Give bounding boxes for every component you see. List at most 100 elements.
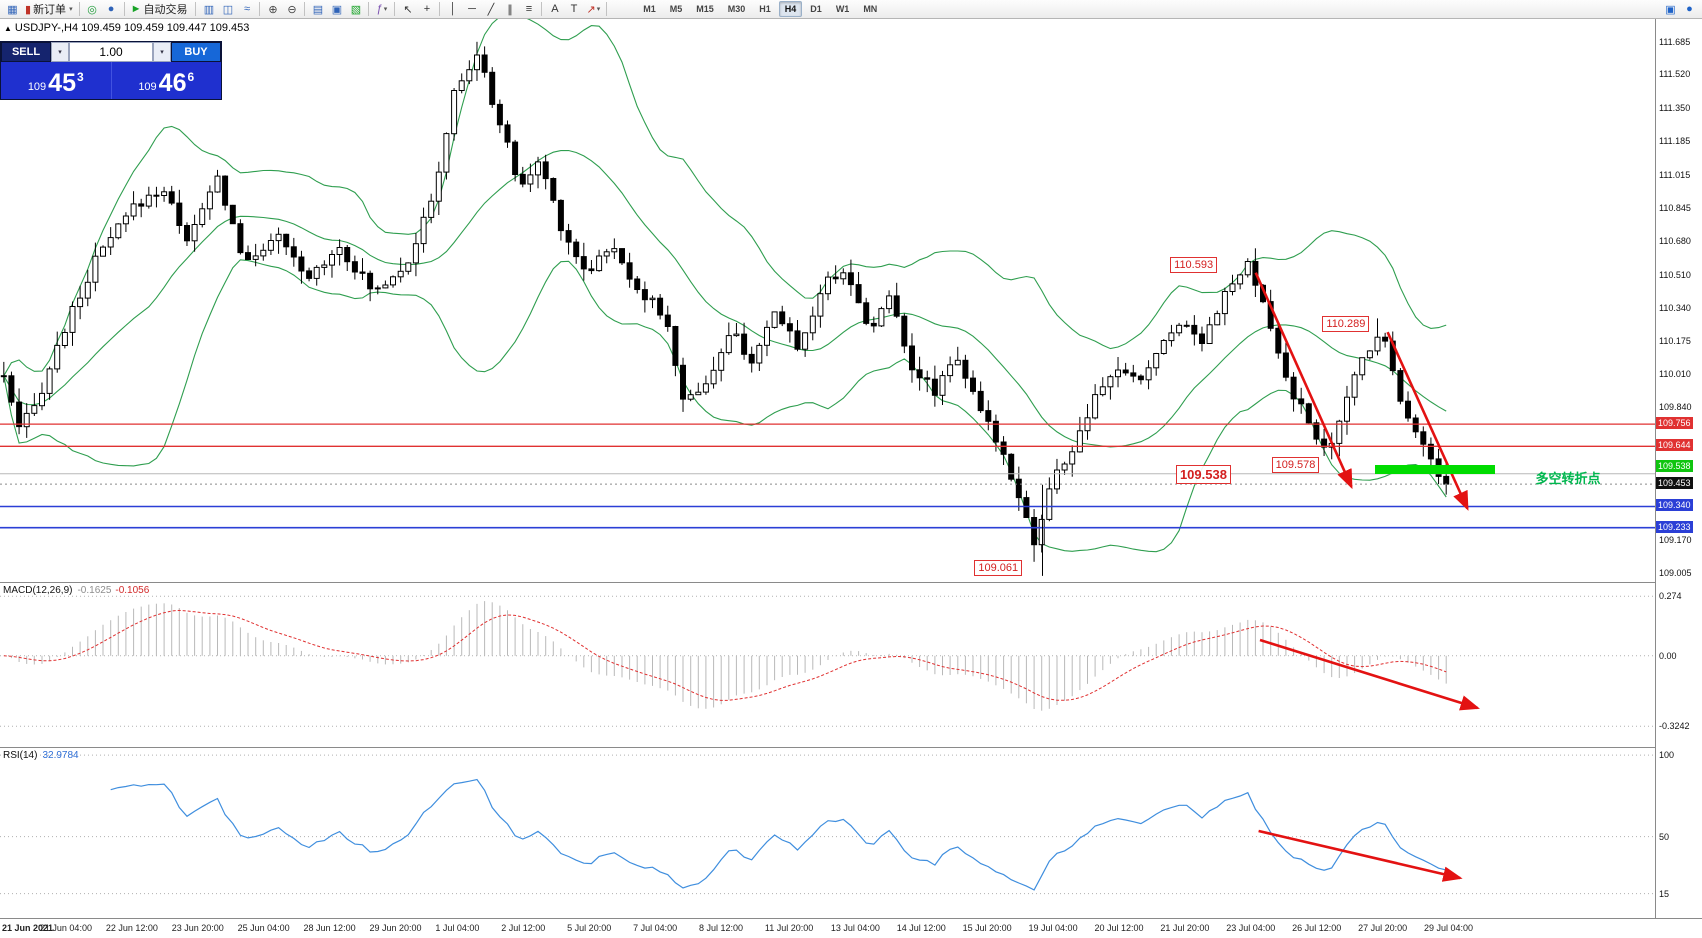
- buy-button[interactable]: BUY: [171, 42, 221, 62]
- time-tick: 23 Jun 20:00: [171, 923, 224, 933]
- text-icon[interactable]: A: [551, 3, 559, 15]
- docking-icon[interactable]: ▣: [1665, 3, 1676, 16]
- macd-label: MACD(12,26,9) -0.1625 -0.1056: [3, 585, 149, 596]
- buy-price-button[interactable]: 109 46 6: [110, 62, 222, 99]
- toolbar-separator: [304, 2, 306, 16]
- one-click-toggle-icon[interactable]: ▲: [4, 24, 12, 33]
- horizontal-line-icon[interactable]: ─: [468, 3, 476, 15]
- candlestick-chart-icon[interactable]: ◫: [222, 3, 234, 16]
- price-line-label: 109.340: [1656, 499, 1693, 512]
- quotes-icon[interactable]: ◎: [87, 3, 97, 16]
- volume-dropdown-icon[interactable]: ▾: [153, 42, 171, 62]
- toolbar: ▦ ▮ 新订单 ▾ ◎ ● ► 自动交易 ▥ ◫ ≈ ⊕ ⊖ ▤ ▣ ▧ ƒ ▾ ↖ + │ ─ ╱ ∥ ≡ A T ↗ ▾ M1 M5 M1…: [0, 0, 1702, 19]
- macd-signal-line: [3, 609, 1447, 701]
- cursor-icon[interactable]: ↖: [403, 3, 413, 16]
- auto-trading-button[interactable]: ► 自动交易: [130, 3, 188, 16]
- timeframe-h1[interactable]: H1: [759, 4, 771, 14]
- toolbar-separator: [195, 2, 197, 16]
- vertical-line-icon[interactable]: │: [449, 3, 457, 15]
- cascade-windows-icon[interactable]: ▣: [331, 3, 343, 16]
- turning-point-highlight[interactable]: [1374, 464, 1495, 474]
- price-annotation[interactable]: 109.578: [1271, 456, 1320, 473]
- time-tick: 27 Jul 20:00: [1358, 923, 1408, 933]
- main-price-chart[interactable]: [0, 19, 1655, 582]
- panel-separator[interactable]: [0, 582, 1702, 583]
- price-tick: 111.185: [1659, 135, 1691, 146]
- price-tick: 109.170: [1659, 535, 1692, 546]
- price-tick: 111.685: [1659, 36, 1691, 47]
- macd-panel[interactable]: [0, 582, 1655, 747]
- fibonacci-icon[interactable]: ≡: [525, 3, 533, 15]
- toolbar-separator: [123, 2, 125, 16]
- price-tick: 111.520: [1659, 69, 1691, 80]
- time-tick: 21 Jun 04:00: [39, 923, 92, 933]
- ohlc-values: 109.459 109.459 109.447 109.453: [81, 22, 250, 34]
- sell-price-button[interactable]: 109 45 3: [1, 62, 111, 99]
- price-line-label: 109.453: [1656, 477, 1693, 490]
- buy-price-pip: 6: [187, 70, 195, 84]
- new-chart-icon[interactable]: ▦: [7, 3, 18, 16]
- indicators-icon[interactable]: ƒ ▾: [376, 3, 388, 15]
- symbol-title: USDJPY-,H4: [14, 22, 79, 34]
- depth-of-market-icon[interactable]: ●: [107, 3, 115, 15]
- macd-signal-value: -0.1056: [115, 585, 150, 596]
- time-tick: 29 Jul 04:00: [1424, 923, 1474, 933]
- macd-value: -0.1625: [77, 585, 112, 596]
- bollinger-bands: [3, 19, 1447, 553]
- price-annotation[interactable]: 110.289: [1322, 316, 1370, 333]
- rsi-panel[interactable]: [0, 747, 1655, 918]
- macd-name: MACD(12,26,9): [3, 585, 73, 596]
- toolbar-separator: [394, 2, 396, 16]
- panel-separator[interactable]: [0, 747, 1702, 748]
- timeframe-m15[interactable]: M15: [696, 4, 714, 14]
- time-tick: 7 Jul 04:00: [633, 923, 678, 933]
- arrow-tools-icon[interactable]: ↗ ▾: [586, 3, 601, 16]
- rsi-label: RSI(14) 32.9784: [3, 750, 79, 761]
- time-axis[interactable]: 21 Jun 2021 21 Jun 04:00 22 Jun 12:00 23 Ju…: [0, 918, 1702, 938]
- price-line-label: 109.538: [1656, 460, 1693, 473]
- bar-chart-icon[interactable]: ▥: [203, 3, 215, 16]
- label-icon[interactable]: T: [570, 3, 578, 15]
- timeframe-m30[interactable]: M30: [727, 4, 746, 14]
- line-chart-icon[interactable]: ≈: [243, 3, 250, 15]
- order-type-dropdown-icon[interactable]: ▾: [51, 42, 69, 62]
- timeframe-m5[interactable]: M5: [669, 4, 683, 14]
- horizontal-levels[interactable]: [0, 423, 1655, 529]
- candles: [0, 41, 1450, 562]
- time-tick: 29 Jun 20:00: [369, 923, 422, 933]
- timeframe-w1[interactable]: W1: [835, 4, 850, 14]
- time-tick: 8 Jul 12:00: [699, 923, 744, 933]
- crosshair-icon[interactable]: +: [423, 3, 431, 15]
- macd-axis-tick: -0.3242: [1659, 721, 1690, 732]
- time-tick: 13 Jul 04:00: [830, 923, 880, 933]
- timeframe-m1[interactable]: M1: [643, 4, 656, 14]
- rsi-line: [110, 778, 1447, 891]
- price-annotation[interactable]: 110.593: [1170, 256, 1218, 273]
- zoom-in-icon[interactable]: ⊕: [268, 3, 278, 16]
- price-annotation[interactable]: 109.061: [974, 559, 1023, 576]
- rsi-axis-tick: 15: [1659, 888, 1670, 899]
- arrange-windows-icon[interactable]: ▧: [350, 3, 362, 16]
- price-annotation[interactable]: 109.538: [1175, 464, 1231, 484]
- price-line-label: 109.756: [1656, 417, 1693, 430]
- time-tick: 28 Jun 12:00: [303, 923, 356, 933]
- timeframe-mn[interactable]: MN: [863, 4, 878, 14]
- sell-button[interactable]: SELL: [1, 42, 51, 62]
- toolbar-separator: [78, 2, 80, 16]
- trendline-icon[interactable]: ╱: [487, 3, 495, 16]
- channel-icon[interactable]: ∥: [507, 3, 513, 16]
- rsi-value: 32.9784: [42, 750, 79, 761]
- new-order-button[interactable]: ▮ 新订单 ▾: [25, 3, 73, 17]
- timeframe-h4[interactable]: H4: [778, 1, 803, 17]
- time-tick: 21 Jul 20:00: [1160, 923, 1210, 933]
- tile-windows-icon[interactable]: ▤: [312, 3, 324, 16]
- timeframe-d1[interactable]: D1: [810, 4, 822, 14]
- zoom-out-icon[interactable]: ⊖: [287, 3, 297, 16]
- buy-price-big: 46: [158, 69, 187, 97]
- sell-price-big: 45: [48, 69, 76, 97]
- trend-arrow: [1254, 272, 1353, 490]
- volume-input[interactable]: [69, 42, 153, 62]
- time-tick: 25 Jun 04:00: [237, 923, 290, 933]
- price-axis[interactable]: 111.685 111.520 111.350 111.185 111.015 110.8…: [1655, 19, 1702, 918]
- community-icon[interactable]: ●: [1686, 3, 1693, 15]
